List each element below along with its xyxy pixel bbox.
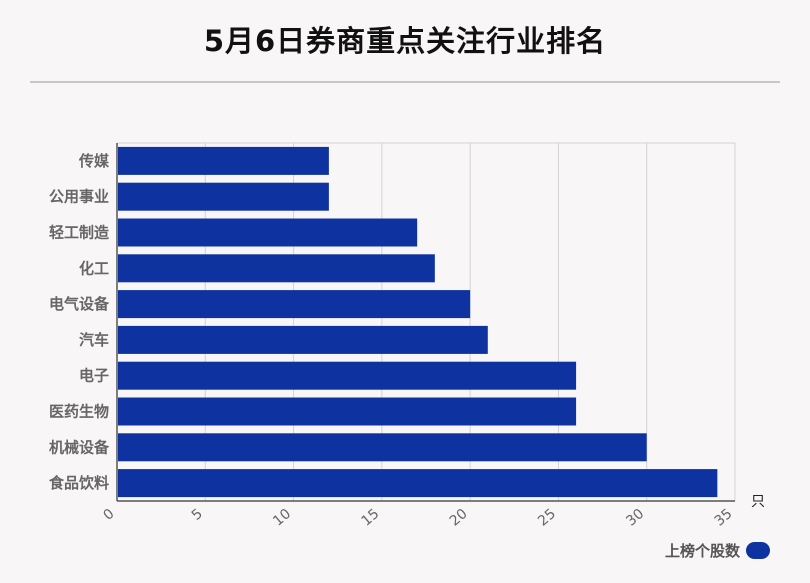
labels: 0 5 10 15 20 25 30 35 传媒公用事业轻工制造化工电气设备汽车电子医药生物机械… bbox=[49, 152, 765, 530]
x-tick-label: 25 bbox=[535, 506, 559, 530]
legend: 上榜个股数 bbox=[665, 540, 770, 561]
category-label: 电子 bbox=[79, 367, 109, 385]
category-label: 机械设备 bbox=[49, 438, 110, 456]
x-unit-label: 只 bbox=[751, 494, 765, 510]
category-label: 食品饮料 bbox=[49, 474, 109, 492]
axes bbox=[116, 143, 735, 502]
category-label: 公用事业 bbox=[49, 188, 109, 206]
x-tick-label: 20 bbox=[447, 506, 471, 530]
bar bbox=[118, 254, 435, 283]
bar bbox=[118, 182, 329, 211]
x-tick-label: 30 bbox=[623, 506, 647, 530]
x-tick-label: 15 bbox=[358, 506, 382, 530]
x-tick-label: 5 bbox=[189, 506, 206, 524]
x-tick-label: 10 bbox=[270, 506, 294, 530]
category-label: 化工 bbox=[79, 259, 109, 277]
bar bbox=[118, 325, 488, 354]
x-tick-label: 0 bbox=[100, 506, 117, 524]
bar bbox=[118, 146, 329, 175]
bar bbox=[118, 361, 577, 390]
bar bbox=[118, 290, 471, 319]
category-label: 传媒 bbox=[78, 152, 110, 170]
legend-label: 上榜个股数 bbox=[664, 542, 740, 560]
bar bbox=[118, 433, 647, 462]
category-label: 汽车 bbox=[79, 331, 109, 349]
bar bbox=[118, 218, 418, 247]
title-divider bbox=[30, 81, 780, 83]
category-label: 轻工制造 bbox=[49, 224, 109, 242]
category-label: 电气设备 bbox=[49, 295, 110, 313]
bar bbox=[118, 397, 577, 426]
category-label: 医药生物 bbox=[49, 403, 109, 421]
bars bbox=[118, 146, 718, 498]
bar bbox=[118, 469, 718, 498]
x-tick-label: 35 bbox=[712, 506, 736, 530]
chart-title: 5月6日券商重点关注行业排名 bbox=[203, 24, 607, 58]
legend-swatch bbox=[746, 542, 770, 559]
